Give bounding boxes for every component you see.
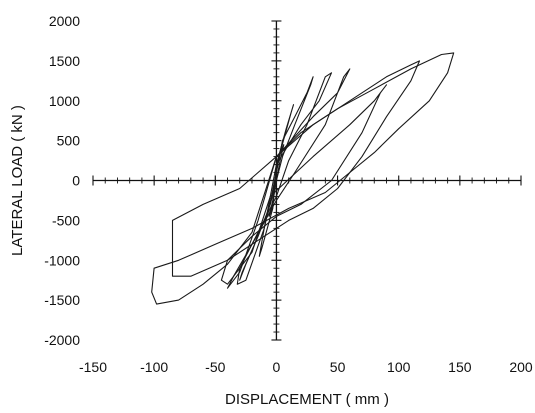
x-tick-label: 0 — [273, 359, 281, 375]
x-tick-label: 200 — [509, 359, 533, 375]
x-tick-label: 50 — [330, 359, 346, 375]
x-tick-label: 100 — [387, 359, 411, 375]
labels-layer: -150 -100 -50 0 50 100 150 200-2000-1500-1000-5… — [44, 13, 533, 375]
y-tick-label: 500 — [57, 133, 81, 149]
y-tick-label: 1000 — [49, 93, 80, 109]
axes-layer — [93, 21, 521, 340]
x-tick-label: -100 — [140, 359, 168, 375]
hysteresis-loop-4 — [236, 72, 333, 285]
hysteresis-loop-8 — [151, 52, 455, 305]
y-axis-title: LATERAL LOAD ( kN ) — [9, 105, 26, 256]
x-tick-label: -150 — [79, 359, 107, 375]
y-tick-label: -500 — [52, 212, 80, 228]
y-tick-label: -1000 — [44, 252, 80, 268]
y-tick-label: 0 — [72, 173, 80, 189]
series-layer — [151, 52, 455, 305]
hysteresis-loop-6 — [220, 84, 388, 285]
x-tick-label: -50 — [205, 359, 225, 375]
y-tick-label: -1500 — [44, 292, 80, 308]
y-tick-label: 1500 — [49, 53, 80, 69]
y-tick-label: -2000 — [44, 332, 80, 348]
x-tick-label: 150 — [448, 359, 472, 375]
x-axis-title: DISPLACEMENT ( mm ) — [225, 391, 389, 408]
hysteresis-loop-7 — [171, 60, 421, 277]
y-tick-label: 2000 — [49, 13, 80, 29]
hysteresis-loop-5 — [226, 68, 351, 289]
